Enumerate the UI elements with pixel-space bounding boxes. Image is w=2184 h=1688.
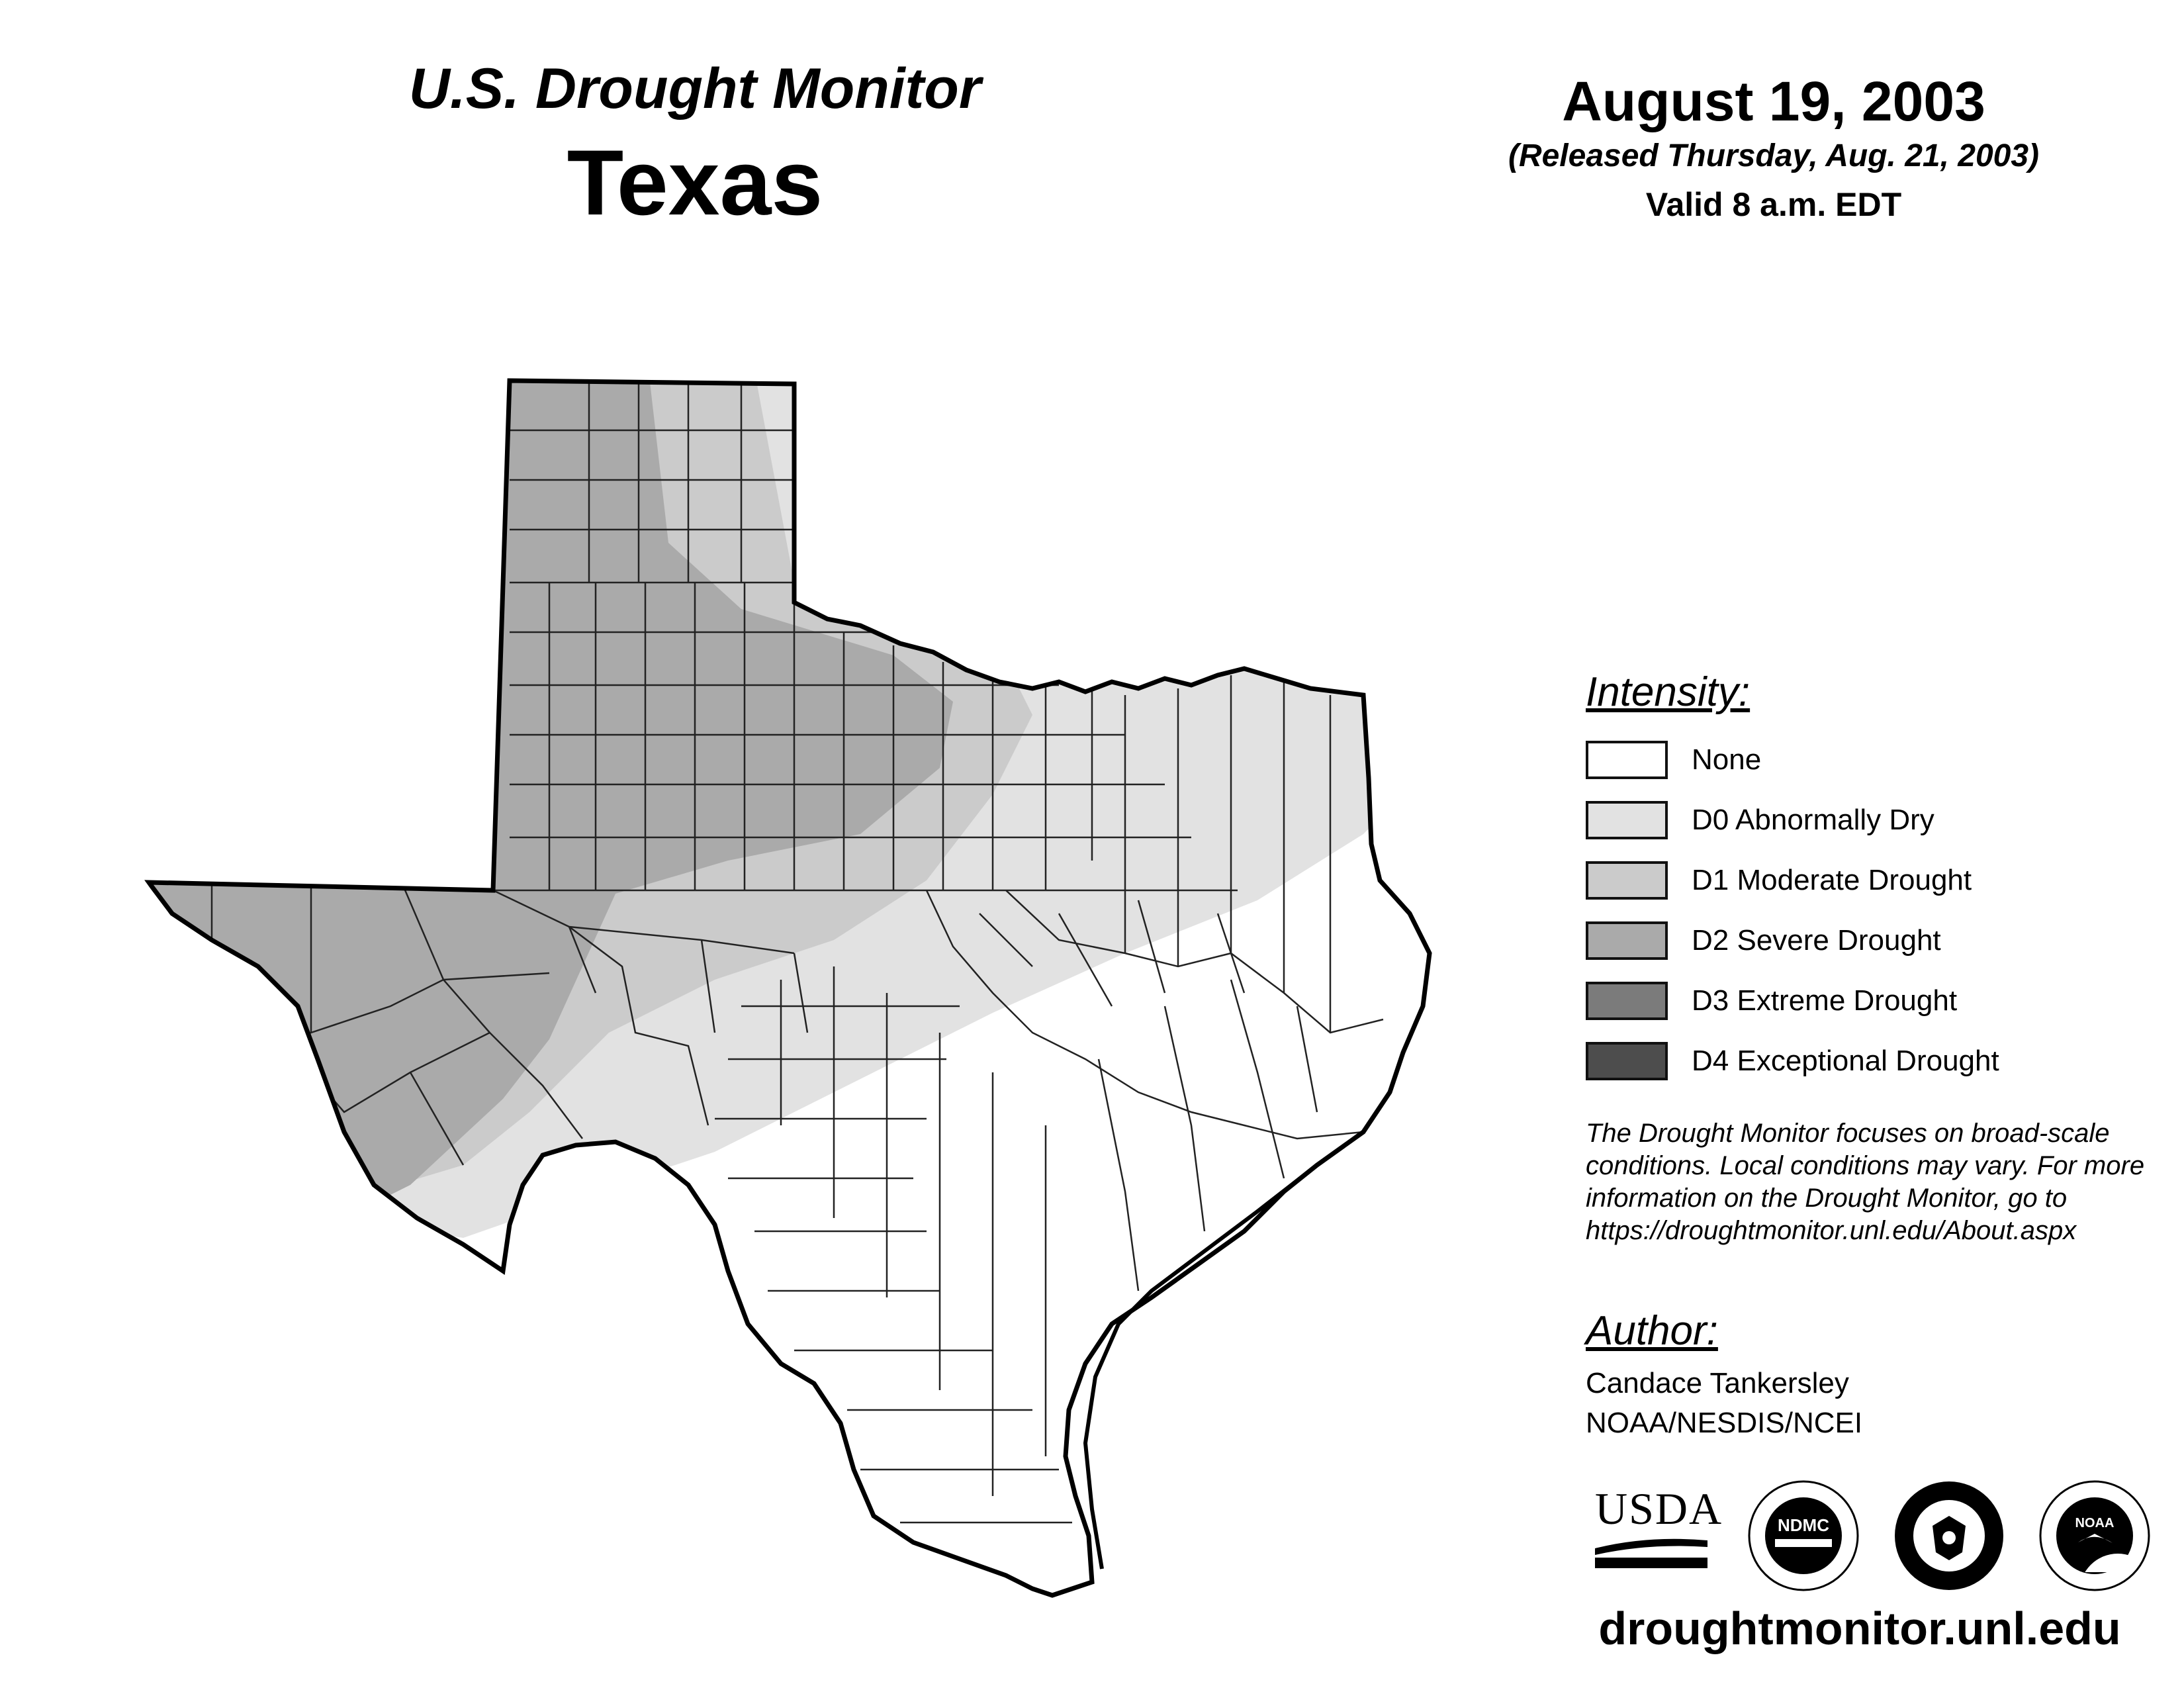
legend-swatch: [1586, 861, 1668, 900]
legend-label: D2 Severe Drought: [1692, 924, 1941, 957]
release-date: (Released Thursday, Aug. 21, 2003): [1508, 138, 2040, 173]
legend-label: D4 Exceptional Drought: [1692, 1045, 1999, 1077]
legend-label: D3 Extreme Drought: [1692, 984, 1958, 1017]
legend-item: D3 Extreme Drought: [1586, 979, 1957, 1023]
gull-icon: [2078, 1534, 2113, 1543]
product-title: U.S. Drought Monitor: [408, 57, 981, 120]
doc-seal-logo[interactable]: [1893, 1479, 2005, 1592]
usda-swoosh-icon: [1595, 1538, 1707, 1568]
author-title: Author:: [1586, 1308, 1718, 1354]
footer-url[interactable]: droughtmonitor.unl.edu: [1598, 1603, 2121, 1654]
legend-item: D4 Exceptional Drought: [1586, 1039, 1999, 1083]
legend-title: Intensity:: [1586, 669, 1751, 715]
county-lines: [210, 381, 1384, 1524]
legend-item: D1 Moderate Drought: [1586, 859, 1972, 902]
author-name: Candace Tankersley: [1586, 1367, 1849, 1399]
legend-item: D2 Severe Drought: [1586, 919, 1941, 962]
region-title: Texas: [567, 130, 823, 234]
legend-swatch: [1586, 741, 1668, 779]
legend-label: None: [1692, 743, 1762, 776]
legend-item: None: [1586, 738, 1761, 782]
noaa-logo-text: NOAA: [2075, 1516, 2115, 1530]
usda-logo-text: USDA: [1595, 1483, 1723, 1534]
legend-label: D0 Abnormally Dry: [1692, 804, 1934, 836]
usda-logo[interactable]: USDA: [1595, 1483, 1723, 1571]
ndmc-logo-text: NDMC: [1778, 1515, 1829, 1535]
legend-swatch: [1586, 1042, 1668, 1080]
valid-time: Valid 8 a.m. EDT: [1645, 186, 1902, 223]
barrier-islands: [1083, 1163, 1318, 1570]
author-org: NOAA/NESDIS/NCEI: [1586, 1407, 1863, 1439]
legend-label: D1 Moderate Drought: [1692, 864, 1972, 896]
map-date: August 19, 2003: [1562, 70, 1985, 132]
legend-swatch: [1586, 801, 1668, 839]
disclaimer-note: The Drought Monitor focuses on broad-sca…: [1586, 1119, 2145, 1245]
ndmc-logo[interactable]: NDMC: [1747, 1479, 1860, 1592]
noaa-logo[interactable]: NOAA: [2038, 1479, 2151, 1592]
legend-item: D0 Abnormally Dry: [1586, 798, 1934, 842]
legend-swatch: [1586, 921, 1668, 960]
legend-swatch: [1586, 982, 1668, 1020]
eagle-emblem-icon: [1942, 1531, 1956, 1544]
